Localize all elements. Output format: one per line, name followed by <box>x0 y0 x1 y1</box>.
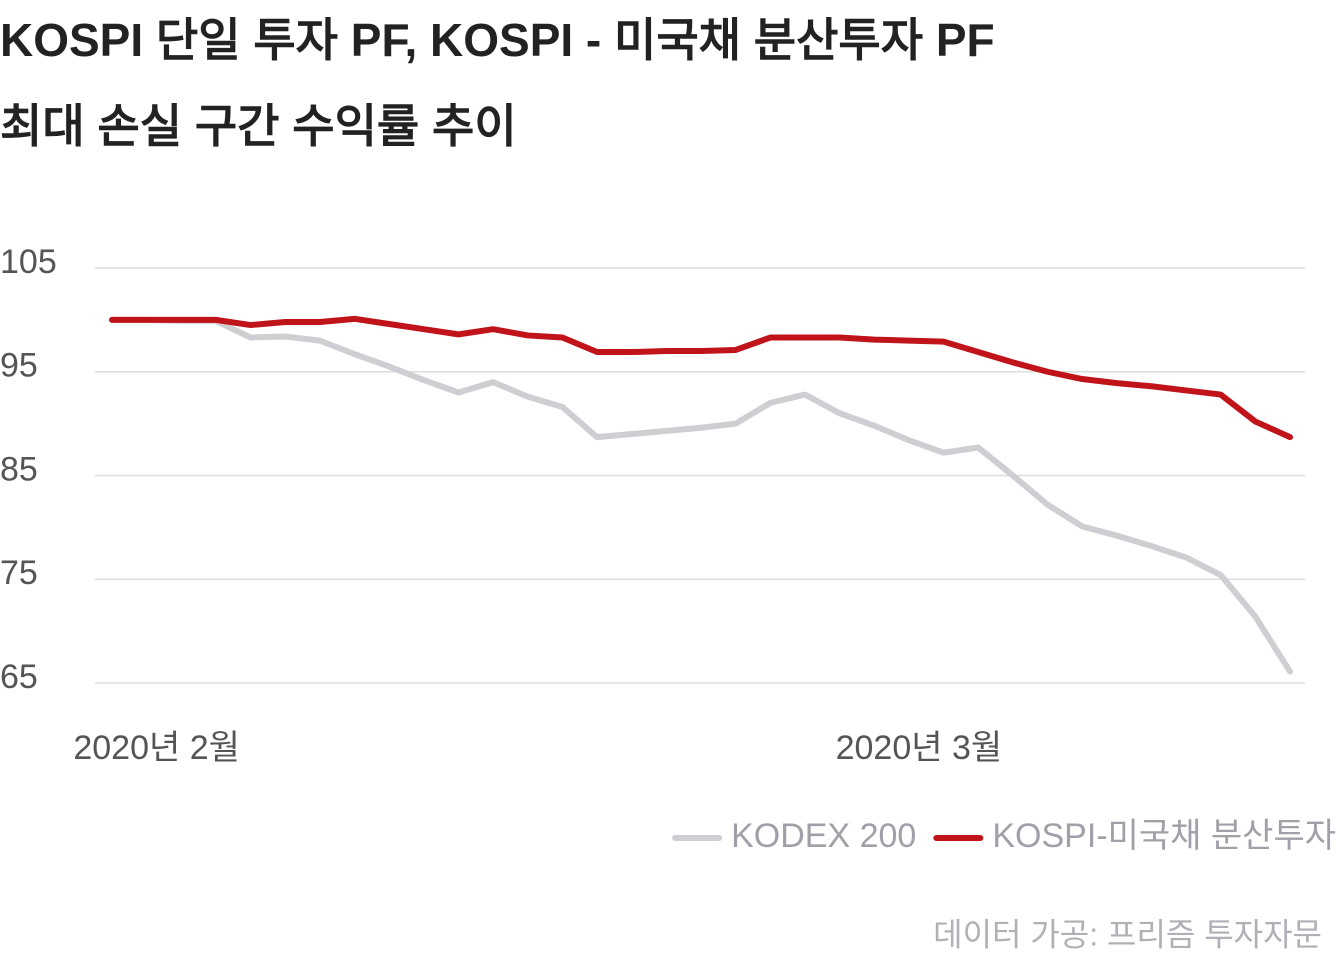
series-line <box>109 315 1293 441</box>
legend-label: KODEX 200 <box>731 817 916 855</box>
y-tick-label: 105 <box>0 243 57 281</box>
y-tick-label: 95 <box>0 347 38 385</box>
series-line <box>109 316 1293 675</box>
chart-subtitle: 최대 손실 구간 수익률 추이 <box>0 100 517 152</box>
x-tick-label: 2020년 3월 <box>836 729 1003 767</box>
y-tick-label: 85 <box>0 450 38 488</box>
y-tick-label: 75 <box>0 554 38 592</box>
legend-label: KOSPI-미국채 분산투자 <box>992 817 1336 855</box>
chart-title: KOSPI 단일 투자 PF, KOSPI - 미국채 분산투자 PF <box>0 14 995 66</box>
y-tick-label: 65 <box>0 658 38 696</box>
x-tick-label: 2020년 2월 <box>73 729 240 767</box>
source-note: 데이터 가공: 프리즘 투자자문 <box>933 916 1322 952</box>
